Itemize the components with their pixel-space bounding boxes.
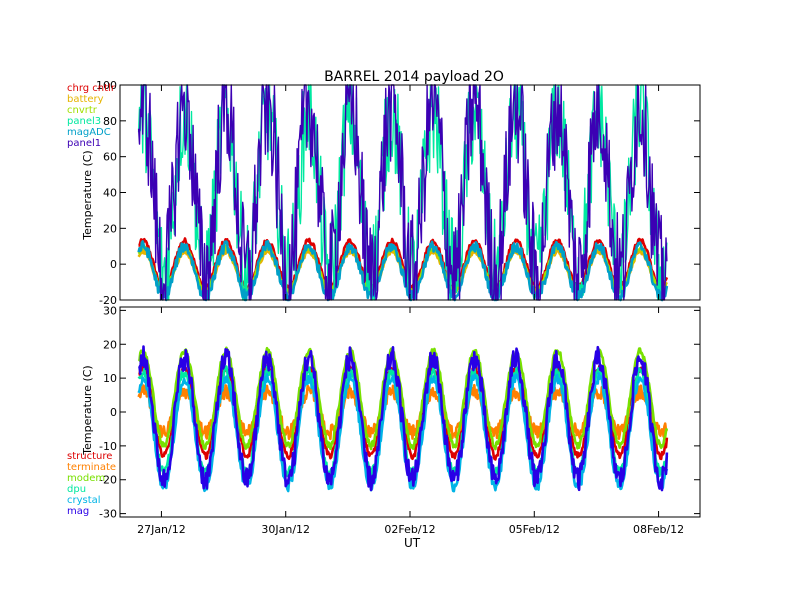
top-legend-battery: battery <box>67 94 104 105</box>
bottom-legend-modem: modem <box>67 473 105 484</box>
top-traces <box>137 84 669 302</box>
chart-title: BARREL 2014 payload 2O <box>324 69 504 85</box>
bottom-traces <box>137 345 669 493</box>
bottom-ylabel: Temperature (C) <box>81 365 94 455</box>
top-legend-magADC: magADC <box>67 127 111 138</box>
xtick-label: 05Feb/12 <box>509 523 560 536</box>
top-ytick-label: -20 <box>99 294 117 307</box>
top-legend-chrg-cntlr: chrg cntlr <box>67 83 116 94</box>
top-series-panel1 <box>137 84 668 301</box>
bottom-ytick-label: 10 <box>103 372 117 385</box>
top-ytick-label: 80 <box>103 115 117 128</box>
top-series-magADC <box>137 240 669 302</box>
top-ytick-label: 40 <box>103 187 117 200</box>
bottom-ytick-label: -20 <box>99 474 117 487</box>
bottom-legend-terminate: terminate <box>67 462 116 473</box>
top-legend-panel3: panel3 <box>67 116 101 127</box>
x-axis-label: UT <box>404 536 421 550</box>
bottom-ytick-label: 20 <box>103 338 117 351</box>
bottom-legend-dpu: dpu <box>67 484 86 495</box>
xtick-label: 02Feb/12 <box>384 523 435 536</box>
top-ytick-label: 0 <box>110 258 117 271</box>
bottom-xticks: 27Jan/12 30Jan/12 02Feb/12 05Feb/12 08Feb/12 <box>137 307 684 536</box>
xtick-label: 08Feb/12 <box>633 523 684 536</box>
top-xticks <box>160 85 660 300</box>
bottom-panel: -30 -20 -10 0 10 20 30 27Jan/12 30Jan/12 02Feb/1… <box>67 304 701 550</box>
bottom-series-mag <box>138 345 669 492</box>
bottom-ytick-label: 0 <box>110 406 117 419</box>
top-yticks: -20 0 20 40 60 80 100 <box>96 79 700 307</box>
top-ylabel: Temperature (C) <box>81 150 94 240</box>
bottom-ytick-label: -10 <box>99 440 117 453</box>
top-ytick-label: 20 <box>103 222 117 235</box>
xtick-label: 27Jan/12 <box>137 523 186 536</box>
bottom-ytick-label: 30 <box>103 304 117 317</box>
bottom-legend-structure: structure <box>67 451 112 462</box>
top-legend-cnvrtr: cnvrtr <box>67 105 98 116</box>
top-legend-panel1: panel1 <box>67 138 101 149</box>
bottom-legend-mag: mag <box>67 506 89 517</box>
xtick-label: 30Jan/12 <box>261 523 310 536</box>
bottom-legend-crystal: crystal <box>67 495 101 506</box>
top-legend: chrg cntlrbatterycnvrtrpanel3magADCpanel… <box>67 83 116 149</box>
top-ytick-label: 60 <box>103 151 117 164</box>
bottom-yticks: -30 -20 -10 0 10 20 30 <box>99 304 700 521</box>
top-ytick-label: 100 <box>96 79 117 92</box>
bottom-ytick-label: -30 <box>99 508 117 521</box>
top-panel: -20 0 20 40 60 80 100 Temperature (C) chrg cnt… <box>67 79 701 307</box>
